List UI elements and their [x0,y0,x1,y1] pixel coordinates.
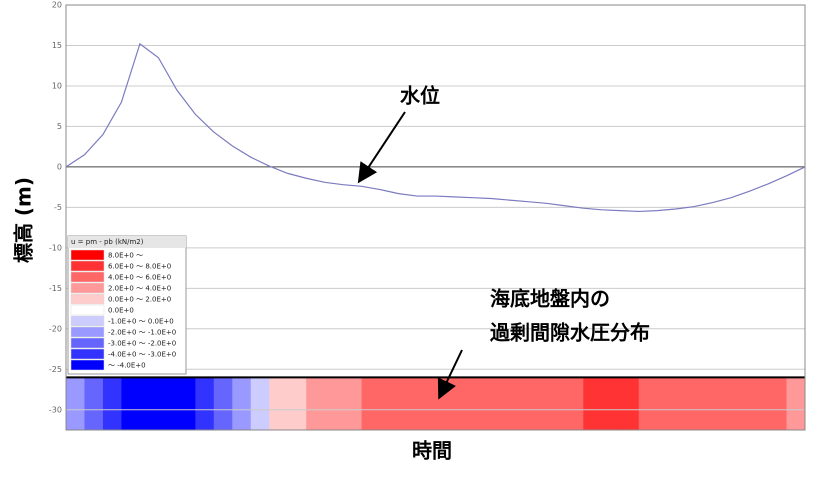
y-tick-label: -5 [54,203,62,212]
y-tick-label: 10 [52,81,62,90]
pressure-cell [768,377,788,430]
x-axis-label: 時間 [412,439,452,463]
pressure-cell [712,377,732,430]
pressure-cell [398,377,418,430]
pressure-cell [250,377,270,430]
plot-frame [65,4,806,431]
pressure-cell [380,377,400,430]
pressure-cell [139,377,159,430]
pressure-cell [306,377,326,430]
pressure-cell [657,377,677,430]
legend-label: -2.0E+0 ～ -1.0E+0 [108,329,176,337]
pressure-cell [176,377,196,430]
y-tick-label: 5 [57,122,62,131]
legend-label: ～ -4.0E+0 [108,362,146,370]
y-tick-label: 20 [52,1,62,10]
y-axis-label: 標高 (m) [12,177,36,263]
legend-label: 6.0E+0 ～ 8.0E+0 [108,263,171,271]
pressure-cell [324,377,344,430]
legend-label: -1.0E+0 ～ 0.0E+0 [108,318,174,326]
pressure-cell [786,377,806,430]
legend-title-bg [68,236,186,248]
legend-swatch [70,337,105,349]
arrow [357,111,406,184]
arrow [437,349,463,400]
y-tick-label: -30 [49,405,62,414]
legend-label: 0.0E+0 [108,307,134,315]
pressure-cell [287,377,307,430]
annotation: 海底地盤内の [490,287,610,311]
pressure-cell [749,377,769,430]
pressure-cell [343,377,363,430]
legend-swatch [70,348,105,360]
pressure-cell [361,377,381,430]
pressure-cell [121,377,141,430]
legend-label: -4.0E+0 ～ -3.0E+0 [108,351,176,359]
pressure-cell [583,377,603,430]
pressure-cell [195,377,215,430]
pressure-cell [84,377,104,430]
pressure-cell [546,377,566,430]
pressure-cell [694,377,714,430]
legend-swatch [70,260,105,272]
pressure-cell [269,377,289,430]
legend-swatch [70,249,105,261]
pressure-cell [527,377,547,430]
pressure-cell [453,377,473,430]
pressure-cell [213,377,233,430]
pressure-cell [417,377,436,430]
legend-swatch [70,315,105,327]
legend-label: -3.0E+0 ～ -2.0E+0 [108,340,176,348]
annotation: 水位 [400,84,440,108]
pressure-cell [509,377,529,430]
pressure-cell [675,377,695,430]
legend-swatch [70,359,105,371]
pressure-cell [232,377,252,430]
y-tick-label: -10 [49,243,62,252]
y-tick-label: 0 [57,162,62,171]
legend-title: u = pm - pb (kN/m2) [71,238,144,246]
y-tick-label: -20 [49,324,62,333]
legend-swatch [70,271,105,283]
y-tick-label: -15 [49,284,62,293]
pressure-cell [490,377,510,430]
pressure-cell [102,377,122,430]
legend-swatch [70,304,105,316]
annotation: 過剰間隙水圧分布 [490,321,650,345]
legend-swatch [70,326,105,338]
y-tick-label: -25 [49,365,62,374]
pressure-cell [620,377,640,430]
pressure-cell [66,377,85,430]
pressure-cell [601,377,621,430]
legend-swatch [70,282,105,294]
legend-label: 8.0E+0 ～ [108,252,143,260]
pressure-cell [158,377,178,430]
legend-swatch [70,293,105,305]
legend-label: 2.0E+0 ～ 4.0E+0 [108,285,171,293]
water-level-line [65,42,806,213]
pressure-cell [638,377,658,430]
pressure-cell [564,377,584,430]
pressure-cell [731,377,751,430]
legend-label: 4.0E+0 ～ 6.0E+0 [108,274,171,282]
legend-label: 0.0E+0 ～ 2.0E+0 [108,296,171,304]
y-tick-label: 15 [52,41,62,50]
pressure-cell [472,377,492,430]
